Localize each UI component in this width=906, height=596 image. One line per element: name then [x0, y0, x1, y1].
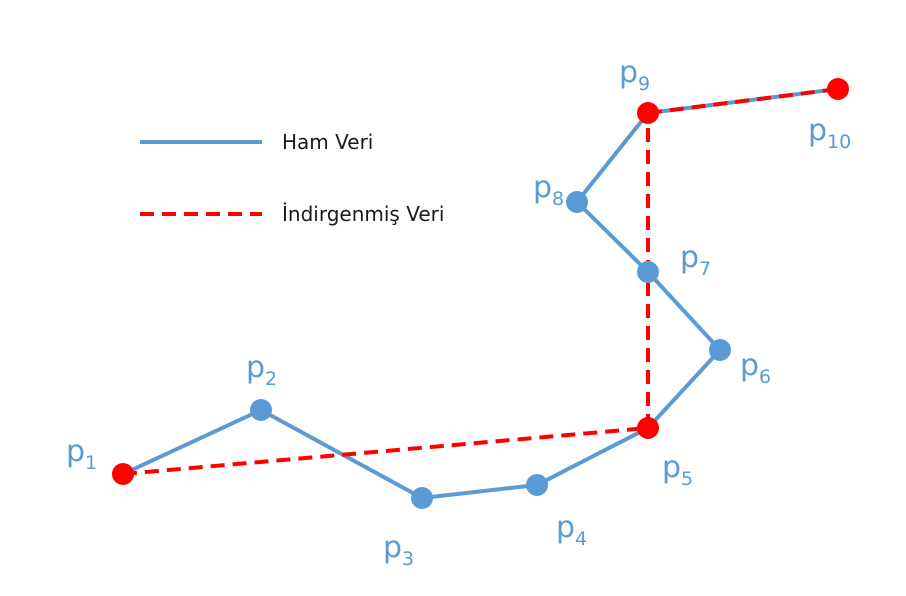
label-p10: p10 — [808, 113, 851, 153]
legend-reduced-label: İndirgenmiş Veri — [282, 202, 444, 226]
label-p7: p7 — [680, 240, 711, 280]
point-p1 — [112, 463, 134, 485]
label-p8: p8 — [533, 170, 564, 210]
raw-segment-p4-p5 — [535, 426, 650, 487]
label-p2: p2 — [246, 350, 277, 390]
data-points — [112, 78, 849, 509]
label-subscript: 2 — [265, 368, 277, 390]
point-p5 — [637, 417, 659, 439]
label-subscript: 7 — [699, 258, 711, 280]
legend: Ham Veri İndirgenmiş Veri — [140, 130, 444, 226]
label-subscript: 3 — [402, 548, 414, 570]
label-base: p — [66, 434, 85, 469]
label-subscript: 10 — [827, 131, 851, 153]
raw-segment-p2-p3 — [259, 408, 424, 500]
label-base: p — [533, 170, 552, 205]
label-subscript: 9 — [638, 73, 650, 95]
label-p9: p9 — [619, 55, 650, 95]
label-base: p — [808, 113, 827, 148]
point-p7 — [637, 261, 659, 283]
label-base: p — [740, 348, 759, 383]
label-subscript: 4 — [575, 528, 587, 550]
raw-segment-p5-p6 — [646, 348, 722, 430]
point-p2 — [250, 399, 272, 421]
point-p8 — [566, 191, 588, 213]
reduced-segment-p9-p10 — [647, 87, 839, 115]
label-p4: p4 — [556, 510, 587, 550]
label-base: p — [619, 55, 638, 90]
raw-data-path — [121, 87, 840, 500]
label-subscript: 1 — [85, 452, 97, 474]
label-base: p — [383, 530, 402, 565]
label-base: p — [246, 350, 265, 385]
point-p3 — [411, 487, 433, 509]
raw-segment-p1-p2 — [121, 408, 263, 476]
raw-segment-p3-p4 — [420, 483, 539, 500]
label-subscript: 5 — [681, 468, 693, 490]
point-p4 — [526, 474, 548, 496]
label-subscript: 6 — [759, 366, 771, 388]
point-p10 — [827, 78, 849, 100]
label-base: p — [556, 510, 575, 545]
raw-segment-p8-p9 — [575, 111, 650, 204]
raw-segment-p6-p7 — [646, 270, 722, 352]
reduced-data-path — [122, 87, 839, 476]
label-base: p — [680, 240, 699, 275]
label-p3: p3 — [383, 530, 414, 570]
label-base: p — [662, 450, 681, 485]
label-p1: p1 — [66, 434, 97, 474]
label-p5: p5 — [662, 450, 693, 490]
legend-raw-label: Ham Veri — [282, 130, 373, 154]
label-subscript: 8 — [552, 188, 564, 210]
raw-segment-p7-p8 — [575, 200, 650, 274]
point-p9 — [637, 102, 659, 124]
label-p6: p6 — [740, 348, 771, 388]
point-p6 — [709, 339, 731, 361]
